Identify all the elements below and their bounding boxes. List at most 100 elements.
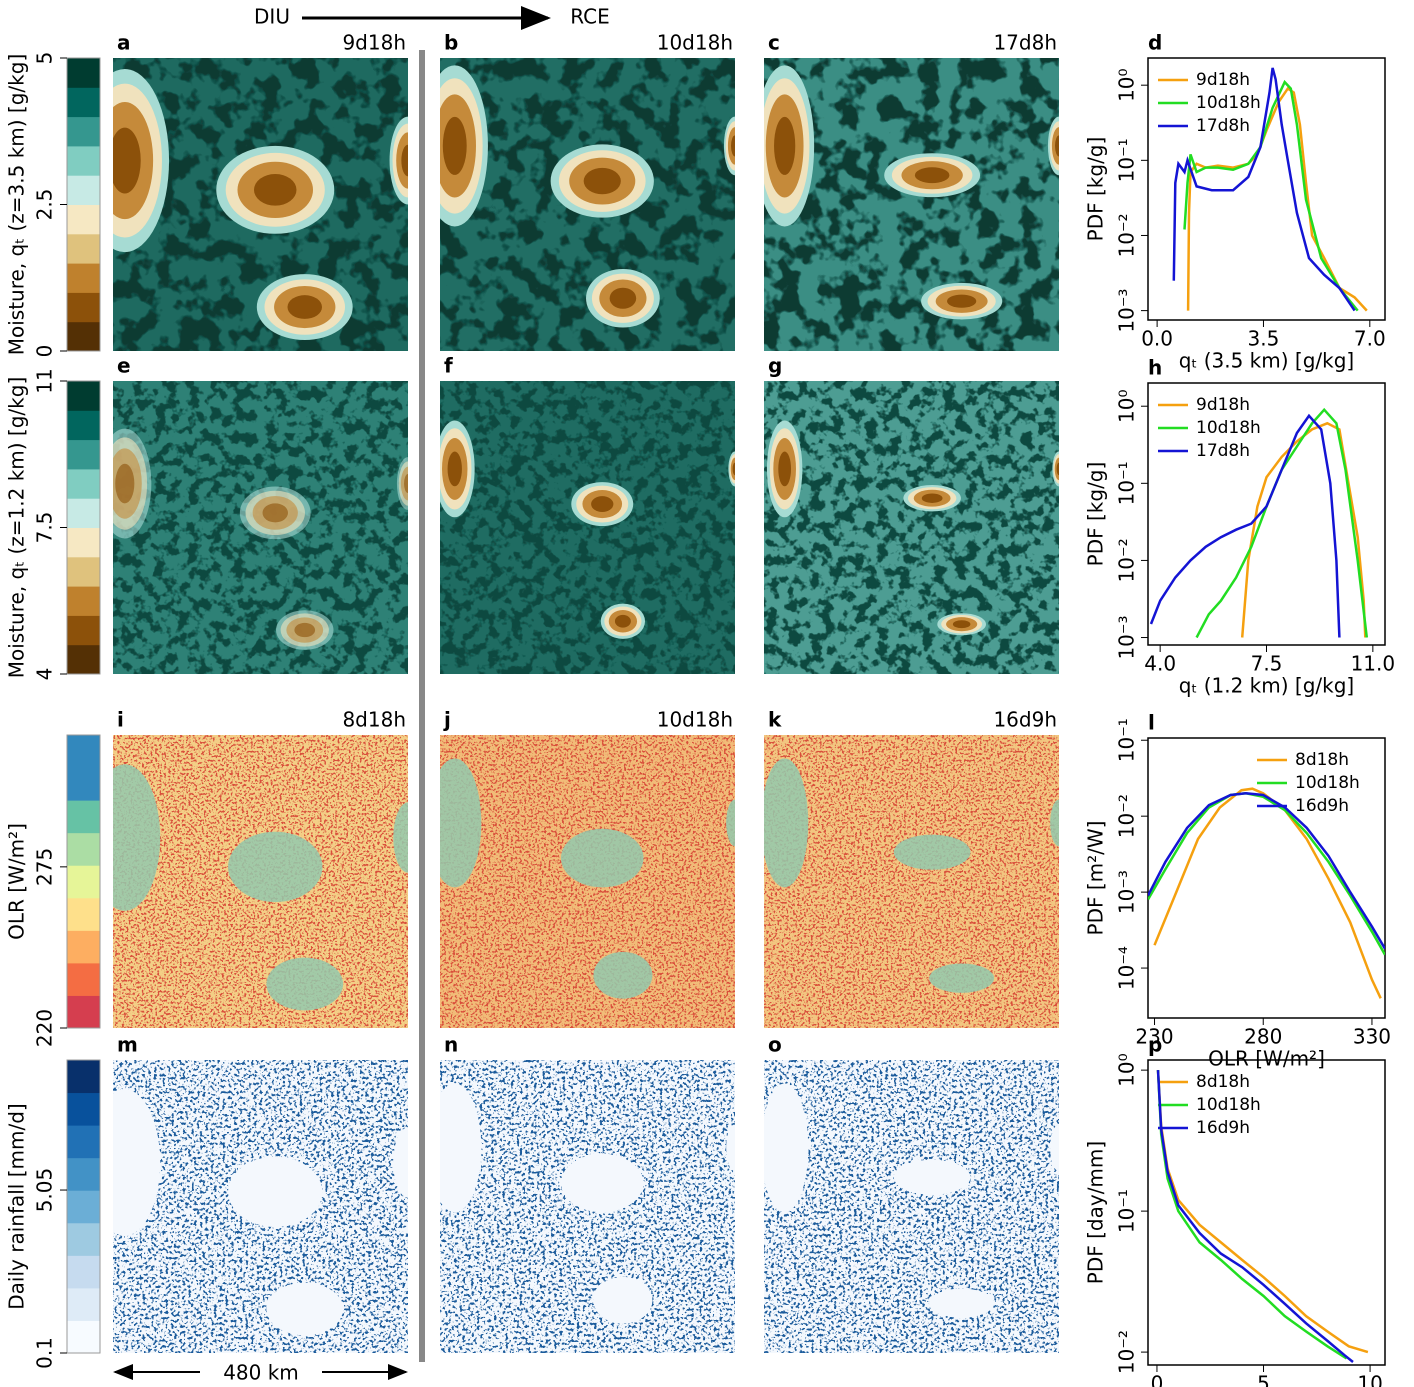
colorbar-bin xyxy=(67,995,100,1029)
colorbar-bin xyxy=(67,204,100,235)
series-line xyxy=(1153,787,1382,999)
colorbar-bin xyxy=(67,1125,100,1159)
y-axis-label: PDF [m²/W] xyxy=(1084,821,1108,936)
legend-label: 9d18h xyxy=(1196,70,1250,90)
dry-patch xyxy=(731,135,735,157)
colorbar-bin xyxy=(67,527,100,558)
colorbar-bin xyxy=(67,321,100,352)
map-texture xyxy=(764,1060,1059,1353)
x-axis-label: qₜ (1.2 km) [g/kg] xyxy=(1179,674,1354,698)
map xyxy=(440,1060,735,1353)
chart-title: h xyxy=(1148,356,1162,380)
y-tick-label: 10⁻³ xyxy=(1115,289,1139,333)
map-patch xyxy=(440,758,482,888)
map-patch xyxy=(440,1083,482,1213)
colorbar-bin xyxy=(67,175,100,205)
y-tick-label: 10⁻² xyxy=(1115,1330,1139,1374)
panel-letter: e xyxy=(117,354,131,378)
panel-letter: n xyxy=(444,1033,458,1057)
colorbar-bin xyxy=(67,644,100,675)
dry-patch xyxy=(447,451,462,487)
x-tick-label: 280 xyxy=(1244,1025,1282,1049)
plot-frame xyxy=(1147,382,1386,646)
chart-title: p xyxy=(1148,1033,1162,1057)
colorbar-tick-label: 0 xyxy=(33,345,57,358)
colorbar-bin xyxy=(67,556,100,587)
series-line xyxy=(1149,413,1341,638)
y-tick-label: 10⁻¹ xyxy=(1115,461,1139,505)
colorbar-tick-label: 11 xyxy=(33,368,57,393)
map xyxy=(113,381,408,674)
legend-label: 10d18h xyxy=(1196,1095,1261,1115)
colorbar-bin xyxy=(67,1320,100,1354)
map-patch xyxy=(893,1159,971,1195)
dry-patch xyxy=(115,463,135,504)
y-axis-label: PDF [kg/g] xyxy=(1084,137,1108,242)
x-tick-label: 230 xyxy=(1135,1025,1173,1049)
map-patch xyxy=(929,963,995,993)
map xyxy=(764,58,1059,351)
colorbar-tick-label: 7.5 xyxy=(33,512,57,544)
colorbar-bin xyxy=(67,897,100,931)
colorbar-tick-label: 5.05 xyxy=(33,1168,57,1213)
panel-time: 10d18h xyxy=(657,31,733,55)
y-axis-label: PDF [kg/g] xyxy=(1084,462,1108,567)
colorbar-bin xyxy=(67,116,100,147)
colorbar-label: Moisture, qₜ (z=1.2 km) [g/kg] xyxy=(5,377,29,679)
legend-label: 9d18h xyxy=(1196,395,1250,415)
map-patch xyxy=(1050,1124,1059,1172)
x-tick-label: 4.0 xyxy=(1144,652,1176,676)
map-patch xyxy=(764,1083,809,1213)
legend-label: 16d9h xyxy=(1295,796,1349,816)
dry-patch xyxy=(921,493,943,503)
dry-patch xyxy=(262,503,288,523)
colorbar-bin xyxy=(67,439,100,470)
y-tick-label: 10⁻² xyxy=(1115,538,1139,582)
dry-patch xyxy=(404,474,408,494)
map xyxy=(113,58,408,351)
colorbar-tick-label: 275 xyxy=(33,848,57,886)
panel-letter: f xyxy=(444,354,453,378)
y-tick-label: 10⁻⁴ xyxy=(1115,946,1139,990)
series-line xyxy=(1240,421,1367,638)
map-patch xyxy=(393,802,408,873)
dry-patch xyxy=(294,622,316,638)
panel-time: 8d18h xyxy=(342,708,406,732)
y-tick-label: 10⁻² xyxy=(1115,213,1139,257)
panel-letter: i xyxy=(117,708,124,732)
scale-label: 480 km xyxy=(223,1361,299,1385)
y-axis-label: PDF [day/mm] xyxy=(1084,1141,1108,1284)
colorbar-bin xyxy=(67,865,100,899)
y-tick-label: 10⁻¹ xyxy=(1115,1189,1139,1233)
colorbar-bin xyxy=(67,233,100,264)
map-patch xyxy=(1050,799,1059,847)
map-patch xyxy=(560,1153,644,1213)
dry-patch xyxy=(401,144,408,177)
chart-title: d xyxy=(1148,31,1162,55)
dry-patch xyxy=(914,167,950,184)
legend-label: 10d18h xyxy=(1196,418,1261,438)
panel-letter: k xyxy=(768,708,782,732)
dry-patch xyxy=(1056,462,1059,476)
y-tick-label: 10⁻² xyxy=(1115,794,1139,838)
map-patch xyxy=(593,1276,653,1324)
dry-patch xyxy=(287,295,323,319)
map xyxy=(113,735,408,1028)
colorbar-bin xyxy=(67,930,100,964)
legend-label: 16d9h xyxy=(1196,1118,1250,1138)
map xyxy=(764,1060,1059,1353)
map-patch xyxy=(893,834,971,870)
colorbar-bin xyxy=(67,468,100,499)
panel-time: 9d18h xyxy=(342,31,406,55)
colorbar-bin xyxy=(67,1287,100,1321)
dry-patch xyxy=(609,287,637,309)
y-tick-label: 10⁻¹ xyxy=(1115,718,1139,762)
x-tick-label: 7.0 xyxy=(1354,327,1386,351)
dry-patch xyxy=(442,116,467,175)
colorbar-bin xyxy=(67,87,100,118)
panel-letter: b xyxy=(444,31,458,55)
header-left: DIU xyxy=(254,5,290,29)
x-tick-label: 10 xyxy=(1357,1372,1382,1387)
dry-patch xyxy=(614,614,631,628)
